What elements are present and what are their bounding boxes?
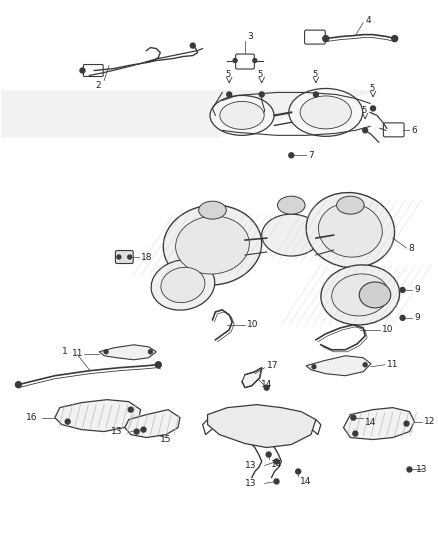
- Text: 11: 11: [387, 360, 398, 369]
- Circle shape: [155, 362, 161, 368]
- Circle shape: [351, 415, 356, 420]
- Circle shape: [104, 350, 108, 354]
- Text: 10: 10: [382, 325, 393, 334]
- Circle shape: [314, 92, 318, 97]
- Ellipse shape: [220, 101, 264, 130]
- FancyBboxPatch shape: [236, 54, 254, 69]
- Ellipse shape: [210, 95, 274, 135]
- FancyBboxPatch shape: [116, 251, 133, 263]
- Polygon shape: [343, 408, 414, 440]
- Ellipse shape: [318, 203, 382, 257]
- Circle shape: [134, 429, 139, 434]
- Ellipse shape: [262, 214, 321, 256]
- Text: 7: 7: [308, 151, 314, 160]
- Text: 14: 14: [261, 380, 272, 389]
- Circle shape: [15, 382, 21, 387]
- Circle shape: [392, 36, 398, 42]
- Text: 12: 12: [424, 417, 436, 426]
- Text: 2: 2: [95, 81, 101, 90]
- Circle shape: [289, 153, 294, 158]
- Circle shape: [128, 255, 132, 259]
- Ellipse shape: [306, 192, 395, 268]
- Ellipse shape: [163, 205, 261, 285]
- Text: 5: 5: [225, 70, 230, 79]
- Text: 14: 14: [271, 460, 282, 469]
- Ellipse shape: [278, 196, 305, 214]
- Ellipse shape: [332, 274, 389, 316]
- Ellipse shape: [359, 282, 391, 308]
- Circle shape: [148, 350, 152, 354]
- Circle shape: [266, 452, 271, 457]
- Circle shape: [65, 419, 70, 424]
- Circle shape: [371, 106, 375, 111]
- Circle shape: [363, 363, 367, 367]
- Text: 13: 13: [111, 427, 123, 436]
- Circle shape: [141, 427, 146, 432]
- Text: 4: 4: [365, 16, 371, 25]
- FancyBboxPatch shape: [304, 30, 325, 44]
- Text: 15: 15: [160, 435, 172, 444]
- Text: 6: 6: [411, 126, 417, 135]
- Circle shape: [274, 459, 279, 464]
- Polygon shape: [125, 410, 180, 438]
- Text: 13: 13: [245, 461, 257, 470]
- Ellipse shape: [321, 265, 399, 325]
- Ellipse shape: [151, 260, 215, 310]
- Circle shape: [400, 316, 405, 320]
- Text: 5: 5: [369, 84, 374, 93]
- Circle shape: [296, 469, 300, 474]
- Text: 5: 5: [361, 106, 367, 115]
- Ellipse shape: [300, 96, 351, 129]
- Polygon shape: [306, 356, 371, 376]
- Circle shape: [117, 255, 121, 259]
- Circle shape: [233, 59, 237, 62]
- Polygon shape: [55, 400, 141, 432]
- Text: 13: 13: [416, 465, 427, 474]
- Circle shape: [80, 68, 85, 73]
- FancyBboxPatch shape: [83, 64, 103, 77]
- Text: 14: 14: [300, 477, 311, 486]
- Ellipse shape: [289, 88, 363, 136]
- Text: 1: 1: [62, 348, 67, 356]
- Text: 9: 9: [414, 313, 420, 322]
- Circle shape: [363, 128, 367, 133]
- Text: 11: 11: [72, 349, 83, 358]
- Circle shape: [264, 385, 269, 390]
- Circle shape: [353, 431, 358, 436]
- Circle shape: [404, 421, 409, 426]
- Circle shape: [253, 59, 257, 62]
- Text: 13: 13: [245, 479, 257, 488]
- Ellipse shape: [176, 216, 249, 274]
- FancyBboxPatch shape: [383, 123, 404, 137]
- Circle shape: [259, 92, 264, 97]
- Polygon shape: [99, 345, 156, 360]
- Text: 5: 5: [312, 70, 317, 79]
- Circle shape: [190, 43, 195, 48]
- Text: 14: 14: [365, 418, 377, 427]
- Ellipse shape: [161, 268, 205, 303]
- Text: 5: 5: [258, 70, 263, 79]
- Ellipse shape: [336, 196, 364, 214]
- Text: 8: 8: [409, 244, 414, 253]
- Text: 3: 3: [247, 32, 253, 41]
- Text: 17: 17: [267, 361, 278, 370]
- Polygon shape: [242, 368, 262, 387]
- Ellipse shape: [199, 201, 226, 219]
- Circle shape: [227, 92, 232, 97]
- Circle shape: [323, 36, 328, 42]
- Text: 16: 16: [26, 413, 38, 422]
- Text: 9: 9: [414, 286, 420, 294]
- Circle shape: [128, 407, 133, 412]
- Text: 10: 10: [247, 320, 258, 329]
- Text: 18: 18: [141, 253, 152, 262]
- Polygon shape: [208, 405, 316, 448]
- Circle shape: [274, 479, 279, 484]
- Circle shape: [312, 365, 316, 369]
- Circle shape: [400, 287, 405, 293]
- Circle shape: [407, 467, 412, 472]
